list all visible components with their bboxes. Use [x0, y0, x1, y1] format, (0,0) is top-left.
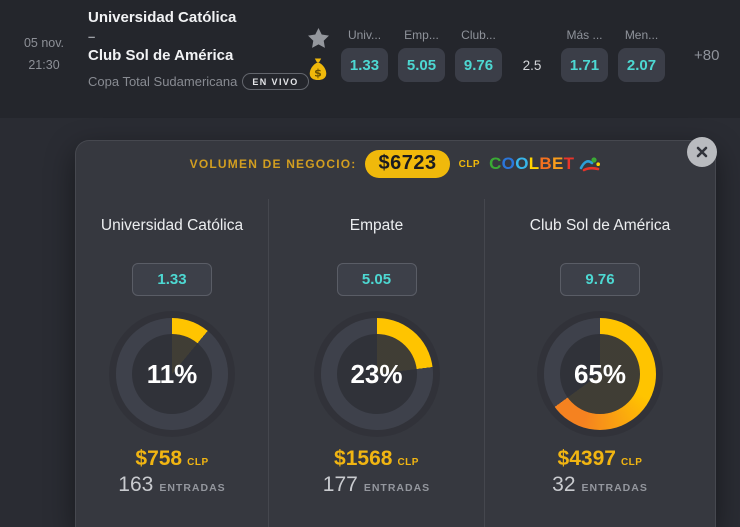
- league-name: Copa Total Sudamericana: [88, 74, 238, 89]
- entries-count: 163: [118, 473, 154, 496]
- match-time: 21:30: [28, 57, 60, 72]
- market-totals: Más ... 1.71 Men... 2.07: [561, 28, 665, 82]
- entries-count: 177: [322, 473, 358, 496]
- outcome-column-home: Universidad Católica 1.33 11% $758 CLP 1…: [76, 199, 268, 527]
- entries-label: ENTRADAS: [363, 482, 431, 494]
- money-bag-icon[interactable]: $: [307, 57, 329, 81]
- total-volume-pill: $6723: [365, 150, 450, 178]
- live-badge: EN VIVO: [242, 73, 309, 90]
- market-header-home: Univ...: [347, 28, 382, 42]
- volume-amount-currency: CLP: [620, 457, 643, 468]
- market-cell-draw: Emp... 5.05: [398, 28, 445, 82]
- outcome-column-draw: Empate 5.05 23% $1568 CLP 177 ENTRADAS: [268, 199, 484, 527]
- entries-label: ENTRADAS: [159, 482, 226, 494]
- market-cell-over: Más ... 1.71: [561, 28, 608, 82]
- total-volume-currency: CLP: [458, 158, 481, 170]
- market-cell-away: Club... 9.76: [455, 28, 502, 82]
- close-icon[interactable]: [687, 137, 717, 167]
- away-team-name: Club Sol de América: [88, 47, 234, 64]
- outcome-columns: Universidad Católica 1.33 11% $758 CLP 1…: [76, 199, 715, 527]
- odds-button-home[interactable]: 1.33: [341, 48, 388, 82]
- volume-amount: $4397: [557, 447, 616, 470]
- match-icons: $: [305, 28, 331, 81]
- market-header-under: Men...: [624, 28, 659, 42]
- market-cell-home: Univ... 1.33: [341, 28, 388, 82]
- home-team-name: Universidad Católica: [88, 9, 237, 26]
- market-header-draw: Emp...: [404, 28, 439, 42]
- match-row: 05 nov. 21:30 Universidad Católica – Clu…: [0, 0, 740, 118]
- outcome-name: Empate: [349, 217, 404, 234]
- volume-percent: 11%: [146, 358, 198, 389]
- outcome-odds-button[interactable]: 9.76: [560, 263, 640, 296]
- volume-amount: $1568: [334, 447, 393, 470]
- outcome-odds-button[interactable]: 5.05: [336, 263, 417, 296]
- volume-amount-currency: CLP: [397, 457, 419, 468]
- market-header-away: Club...: [461, 28, 496, 42]
- odds-button-away[interactable]: 9.76: [455, 48, 502, 82]
- volume-percent: 23%: [350, 358, 403, 389]
- match-link[interactable]: Universidad Católica – Club Sol de Améri…: [88, 7, 309, 90]
- volume-amount: $758: [135, 447, 183, 470]
- volume-label: VOLUMEN DE NEGOCIO:: [189, 157, 357, 171]
- odds-button-under[interactable]: 2.07: [618, 48, 665, 82]
- teams-separator: –: [88, 29, 96, 44]
- match-date: 05 nov.: [23, 36, 65, 50]
- outcome-odds-button[interactable]: 1.33: [132, 263, 212, 296]
- outcome-name: Club Sol de América: [529, 217, 671, 234]
- entries-label: ENTRADAS: [581, 482, 648, 494]
- total-line-value: 2.5: [522, 58, 542, 73]
- outcome-column-away: Club Sol de América 9.76 65% $4397 CLP 3…: [484, 199, 715, 527]
- volume-amount-currency: CLP: [187, 457, 209, 468]
- market-1x2: Univ... 1.33 Emp... 5.05 Club... 9.76: [341, 28, 502, 82]
- volume-percent: 65%: [573, 358, 627, 389]
- league-row: Copa Total Sudamericana EN VIVO: [88, 73, 309, 90]
- favorite-star-icon[interactable]: [307, 28, 329, 48]
- more-markets-link[interactable]: +80: [694, 47, 720, 64]
- odds-button-over[interactable]: 1.71: [561, 48, 608, 82]
- market-cell-under: Men... 2.07: [618, 28, 665, 82]
- volume-donut-chart: 11%: [116, 318, 228, 430]
- odds-button-draw[interactable]: 5.05: [398, 48, 445, 82]
- volume-donut-chart: 23%: [320, 318, 433, 430]
- svg-text:$: $: [314, 66, 322, 79]
- coolbet-mascot-icon: [580, 156, 601, 171]
- match-datetime: 05 nov. 21:30: [6, 33, 82, 77]
- market-header-over: Más ...: [566, 28, 603, 42]
- volume-donut-chart: 65%: [544, 318, 656, 430]
- outcome-name: Universidad Católica: [100, 217, 244, 234]
- entries-count: 32: [552, 473, 576, 496]
